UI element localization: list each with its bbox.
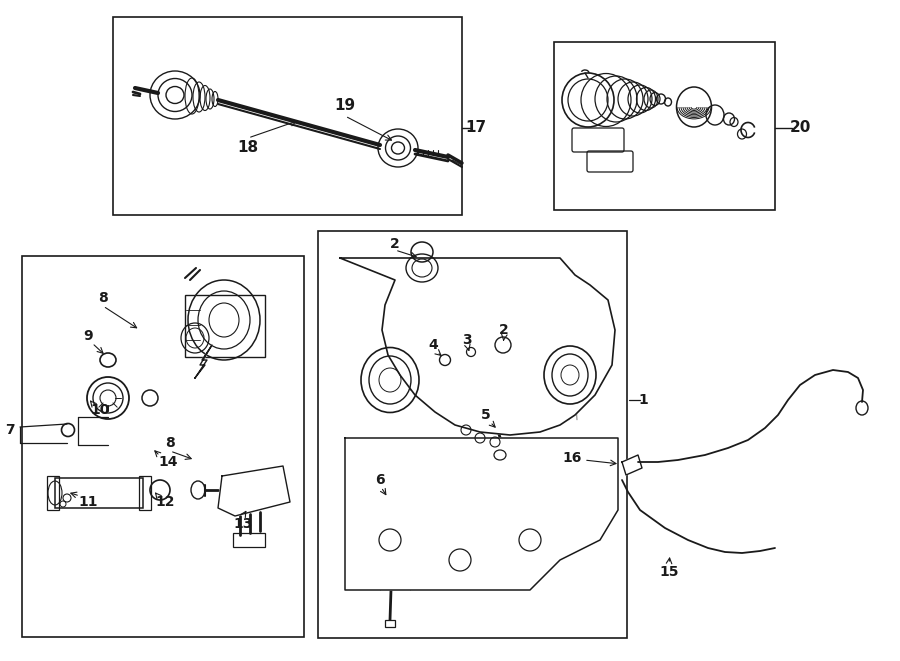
Text: 17: 17: [465, 120, 487, 136]
Text: 18: 18: [238, 141, 258, 155]
Bar: [139, 476, 151, 510]
Polygon shape: [622, 455, 642, 475]
Text: 12: 12: [155, 495, 175, 509]
Text: 8: 8: [165, 436, 175, 450]
Text: 16: 16: [562, 451, 581, 465]
Text: 2: 2: [390, 237, 400, 251]
Polygon shape: [340, 258, 615, 435]
Text: 5: 5: [482, 408, 490, 422]
Text: 10: 10: [90, 403, 110, 417]
Text: 13: 13: [233, 517, 253, 531]
Text: 15: 15: [659, 565, 679, 579]
Bar: [22, 256, 304, 637]
Text: 3: 3: [463, 333, 472, 347]
Text: 20: 20: [789, 120, 811, 136]
Text: 7: 7: [5, 423, 14, 437]
Text: 9: 9: [83, 329, 93, 343]
Text: 1: 1: [638, 393, 648, 407]
Polygon shape: [195, 345, 212, 378]
Polygon shape: [218, 466, 290, 516]
Bar: [318, 231, 627, 638]
Bar: [554, 42, 775, 210]
Text: 2: 2: [500, 323, 508, 337]
Polygon shape: [345, 438, 618, 590]
Text: 14: 14: [158, 455, 178, 469]
Bar: [113, 17, 462, 215]
Text: 6: 6: [375, 473, 385, 487]
Bar: [185, 295, 265, 357]
Bar: [47, 476, 59, 510]
Bar: [385, 620, 395, 627]
Text: 19: 19: [335, 98, 356, 114]
Bar: [233, 533, 265, 547]
Bar: [55, 478, 143, 508]
Text: 11: 11: [78, 495, 98, 509]
Text: 4: 4: [428, 338, 438, 352]
Text: 8: 8: [98, 291, 108, 305]
